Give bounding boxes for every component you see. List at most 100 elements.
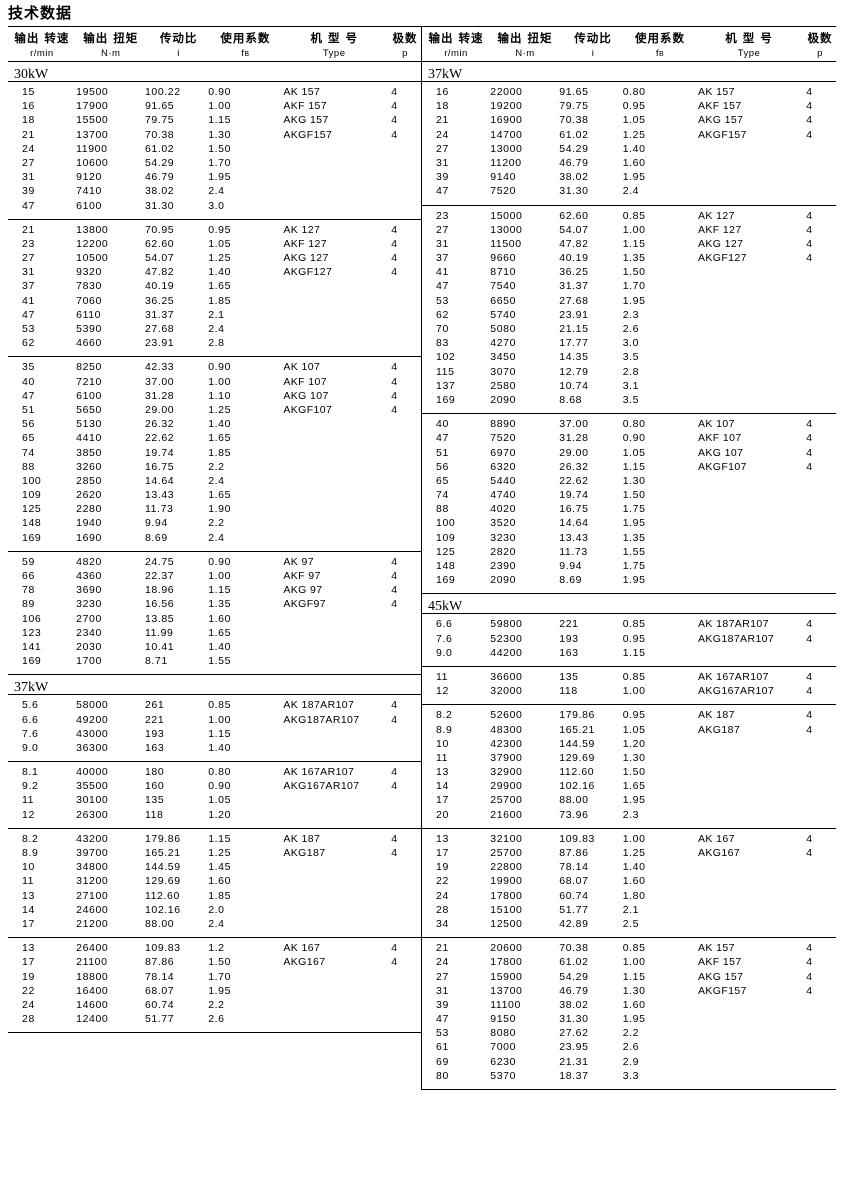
header-ratio-unit: i	[177, 48, 180, 59]
header-torque-cn: 输出 扭矩	[83, 31, 139, 45]
table-row: 28 15100 51.77 2.1	[422, 904, 836, 918]
cell-ratio: 23.95	[559, 1041, 589, 1054]
table-row: 100 2850 14.64 2.4	[8, 475, 421, 489]
cell-service-factor: 1.80	[622, 889, 646, 902]
cell-ratio: 46.79	[144, 171, 175, 184]
cell-output-speed: 56	[436, 460, 449, 473]
cell-output-torque: 15000	[490, 209, 523, 222]
table-row: 169 1690 8.69 2.4	[8, 532, 421, 546]
cell-service-factor: 1.15	[622, 646, 646, 659]
cell-output-torque: 26400	[76, 942, 109, 955]
cell-output-speed: 19	[436, 861, 449, 874]
cell-output-torque: 52600	[490, 709, 523, 722]
cell-service-factor: 1.95	[622, 574, 646, 587]
table-row: 169 2090 8.68 3.5	[422, 394, 836, 408]
cell-output-torque: 17800	[490, 956, 523, 969]
data-block: 5.6 58000 261 0.85 AK 187AR107 4 6.6 49200 221 1.…	[8, 695, 421, 763]
cell-type: AKF 107	[697, 432, 742, 445]
table-row: 9.2 35500 160 0.90 AKG167AR107 4	[8, 780, 421, 794]
cell-output-torque: 1940	[76, 517, 102, 530]
cell-ratio: 18.96	[144, 584, 175, 597]
cell-ratio: 40.19	[559, 252, 589, 265]
cell-type: AKG167AR107	[697, 685, 775, 698]
cell-output-torque: 5130	[76, 418, 102, 431]
table-row: 24 17800 61.02 1.00 AKF 157 4	[422, 956, 836, 970]
cell-ratio: 91.65	[144, 100, 175, 113]
cell-type: AK 167AR107	[283, 766, 355, 779]
cell-ratio: 18.37	[559, 1069, 589, 1082]
cell-output-speed: 9.0	[436, 646, 453, 659]
cell-output-torque: 9320	[76, 266, 102, 279]
cell-output-torque: 59800	[490, 618, 523, 631]
power-rating-band: 37kW	[422, 62, 836, 82]
cell-service-factor: 1.00	[208, 375, 232, 388]
cell-output-speed: 31	[436, 984, 449, 997]
table-row: 83 4270 17.77 3.0	[422, 337, 836, 351]
cell-type: AKGF157	[697, 128, 747, 141]
cell-output-speed: 31	[436, 237, 449, 250]
cell-output-torque: 7210	[76, 375, 102, 388]
cell-poles: 4	[391, 361, 398, 374]
cell-ratio: 129.69	[559, 751, 595, 764]
cell-ratio: 31.37	[144, 308, 175, 321]
cell-type: AKF 157	[697, 956, 742, 969]
data-columns: 输出 转速 输出 扭矩 传动比 使用系数 机 型 号 极数 r/min N·m …	[8, 26, 836, 1090]
cell-ratio: 31.28	[144, 389, 175, 402]
cell-ratio: 12.79	[559, 365, 589, 378]
cell-ratio: 144.59	[144, 861, 181, 874]
cell-output-speed: 13	[22, 942, 35, 955]
cell-service-factor: 3.1	[622, 379, 640, 392]
cell-ratio: 16.75	[559, 503, 589, 516]
cell-output-torque: 5370	[490, 1069, 517, 1082]
cell-type: AK 157	[283, 86, 321, 98]
header-row-units: r/min N·m i fB Type p	[8, 48, 421, 59]
table-row: 27 13000 54.29 1.40	[422, 143, 836, 157]
cell-service-factor: 1.20	[622, 737, 646, 750]
table-row: 27 10500 54.07 1.25 AKG 127 4	[8, 252, 421, 266]
table-row: 19 22800 78.14 1.40	[422, 861, 836, 875]
data-block: 59 4820 24.75 0.90 AK 97 4 66 4360 22.37 1.00 AKF …	[8, 552, 421, 676]
cell-ratio: 38.02	[144, 185, 175, 198]
cell-output-speed: 28	[22, 1013, 35, 1026]
cell-ratio: 16.75	[144, 460, 175, 473]
cell-output-speed: 24	[436, 128, 449, 141]
cell-service-factor: 0.95	[208, 223, 232, 236]
cell-service-factor: 2.1	[622, 903, 640, 916]
cell-output-torque: 3690	[76, 584, 102, 597]
cell-output-speed: 17	[436, 847, 449, 859]
column-left-body: 30kW 15 19500 100.22 0.90 AK 157 4 16 17900 91.65…	[8, 62, 421, 1034]
cell-poles: 4	[806, 709, 813, 722]
cell-output-torque: 22000	[490, 86, 523, 98]
cell-output-speed: 106	[22, 612, 42, 625]
cell-poles: 4	[391, 766, 398, 779]
cell-output-speed: 10	[22, 861, 35, 874]
table-row: 66 4360 22.37 1.00 AKF 97 4	[8, 570, 421, 584]
cell-output-speed: 11	[436, 670, 449, 683]
cell-output-torque: 9150	[490, 1013, 517, 1026]
cell-output-torque: 26300	[76, 808, 109, 821]
cell-ratio: 47.82	[144, 266, 175, 279]
cell-ratio: 27.68	[144, 323, 175, 335]
cell-output-speed: 47	[436, 1013, 449, 1026]
table-row: 137 2580 10.74 3.1	[422, 380, 836, 394]
table-row: 53 6650 27.68 1.95	[422, 295, 836, 309]
table-row: 24 14700 61.02 1.25 AKGF157 4	[422, 129, 836, 143]
table-row: 78 3690 18.96 1.15 AKG 97 4	[8, 584, 421, 598]
cell-output-torque: 13700	[76, 128, 109, 141]
cell-output-torque: 7000	[490, 1041, 517, 1054]
table-row: 31 13700 46.79 1.30 AKGF157 4	[422, 985, 836, 999]
cell-service-factor: 1.25	[622, 128, 646, 141]
cell-poles: 4	[806, 618, 813, 631]
table-row: 39 11100 38.02 1.60	[422, 999, 836, 1013]
cell-poles: 4	[391, 389, 398, 402]
table-row: 102 3450 14.35 3.5	[422, 351, 836, 365]
header-poles-cn: 极数	[807, 31, 833, 45]
table-row: 13 26400 109.83 1.2 AK 167 4	[8, 942, 421, 956]
cell-output-torque: 25700	[490, 794, 523, 807]
cell-output-speed: 83	[436, 337, 449, 350]
cell-poles: 4	[806, 832, 813, 845]
cell-output-speed: 13	[436, 832, 449, 845]
table-row: 37 7830 40.19 1.65	[8, 280, 421, 294]
table-row: 141 2030 10.41 1.40	[8, 641, 421, 655]
cell-service-factor: 1.15	[622, 970, 646, 983]
